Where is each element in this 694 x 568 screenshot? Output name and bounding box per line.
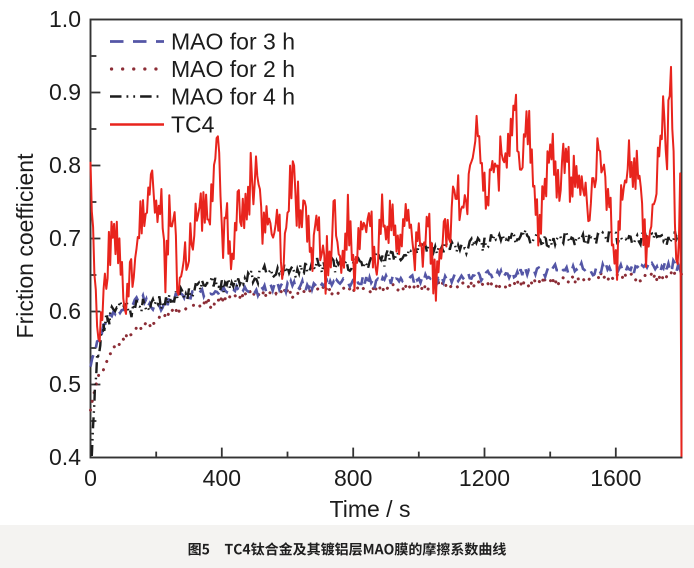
svg-text:0.7: 0.7 [49, 225, 81, 251]
svg-text:0: 0 [84, 465, 97, 491]
svg-text:800: 800 [334, 465, 372, 491]
svg-text:Time / s: Time / s [330, 496, 411, 522]
svg-text:0.9: 0.9 [49, 79, 81, 105]
svg-text:TC4: TC4 [171, 112, 215, 138]
svg-text:0.6: 0.6 [49, 298, 81, 324]
svg-text:0.8: 0.8 [49, 152, 81, 178]
svg-text:1200: 1200 [459, 465, 510, 491]
svg-text:MAO for 4 h: MAO for 4 h [171, 84, 295, 110]
svg-text:1.0: 1.0 [49, 6, 81, 32]
svg-text:MAO for 3 h: MAO for 3 h [171, 29, 295, 55]
svg-text:400: 400 [203, 465, 241, 491]
svg-text:0.5: 0.5 [49, 371, 81, 397]
svg-text:0.4: 0.4 [49, 444, 81, 470]
svg-text:Friction coefficient: Friction coefficient [12, 153, 38, 339]
svg-text:1600: 1600 [590, 465, 641, 491]
svg-text:MAO for 2 h: MAO for 2 h [171, 56, 295, 82]
